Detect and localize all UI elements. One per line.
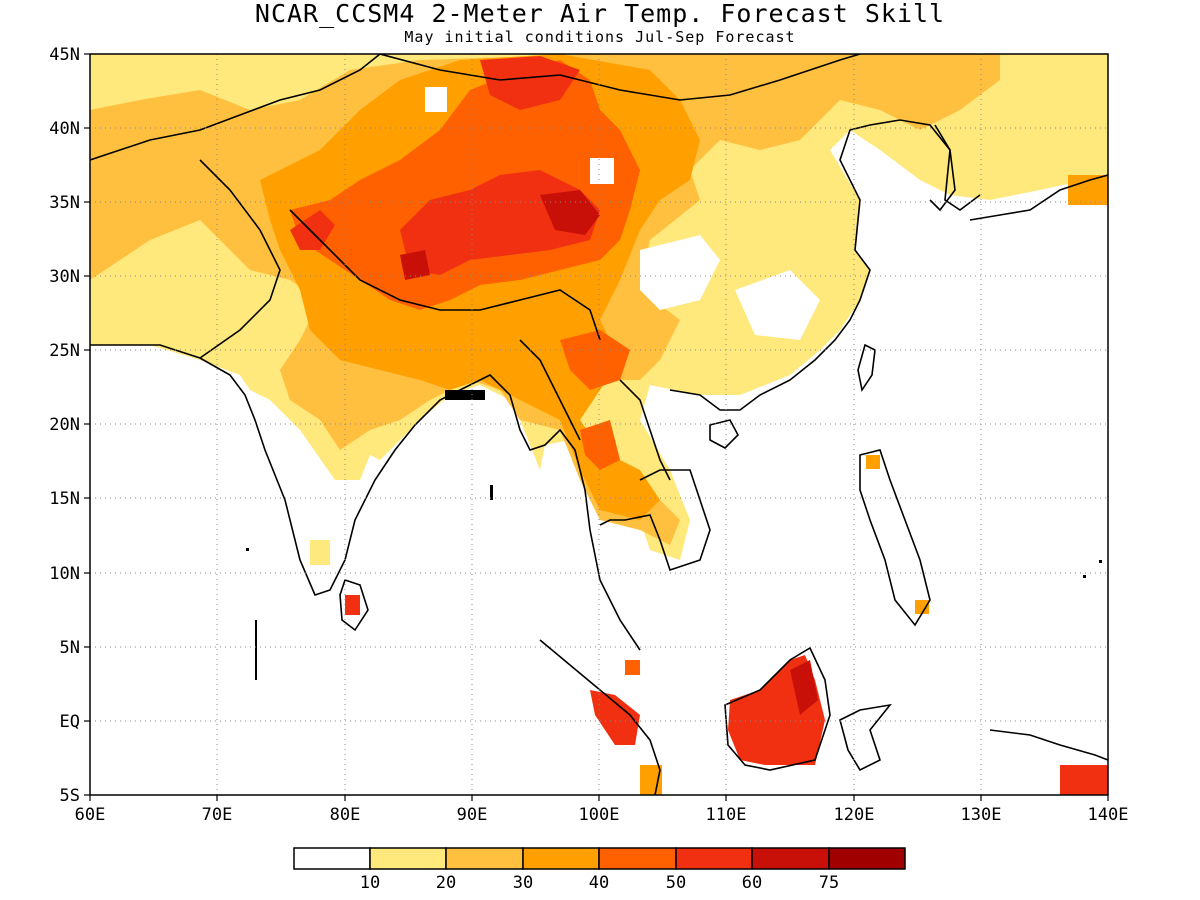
skill-region-50 (1060, 765, 1108, 795)
coastline-indochina (599, 469, 711, 572)
island-speck (246, 548, 249, 551)
coastlines (90, 54, 1108, 795)
coastline-korea (929, 124, 956, 212)
map-title: NCAR_CCSM4 2-Meter Air Temp. Forecast Sk… (254, 0, 946, 28)
x-tick-label: 110E (706, 805, 747, 825)
y-tick-label: 10N (49, 564, 80, 584)
skill-region-20 (310, 540, 330, 565)
skill-hole (425, 87, 447, 112)
y-tick-label: 25N (49, 341, 80, 361)
skill-region-60 (400, 250, 430, 280)
x-tick-label: 130E (961, 805, 1002, 825)
coastline-japan (969, 174, 1108, 221)
colorbar-swatch (675, 847, 753, 870)
y-tick-label: 5N (60, 638, 80, 658)
island-speck (490, 485, 493, 500)
skill-region-30 (1068, 175, 1108, 205)
y-tick-label: EQ (60, 712, 80, 732)
skill-region-40 (560, 330, 630, 390)
colorbar-swatch (522, 847, 600, 870)
colorbar-swatch (293, 847, 371, 870)
skill-region-60 (790, 660, 818, 715)
gridlines (90, 54, 1108, 795)
coastline-hainan (709, 419, 739, 449)
border-pakistan (199, 159, 281, 359)
colorbar-swatch (369, 847, 447, 870)
island-speck (1083, 575, 1086, 578)
y-tick-label: 40N (49, 119, 80, 139)
y-tick-label: 5S (60, 786, 80, 806)
coastline-vietnam-china (669, 119, 981, 411)
y-tick-label: 15N (49, 489, 80, 509)
x-tick-label: 90E (457, 805, 488, 825)
x-tick-label: 80E (330, 805, 361, 825)
x-tick-label: 140E (1088, 805, 1129, 825)
tick-marks (84, 53, 1109, 801)
colorbar-label: 60 (742, 873, 762, 893)
skill-region-30 (915, 600, 929, 614)
x-tick-label: 120E (834, 805, 875, 825)
skill-region-50 (290, 210, 335, 250)
colorbar-label: 20 (436, 873, 456, 893)
skill-hole (735, 270, 820, 340)
islands (246, 390, 1102, 680)
island-speck (1099, 560, 1102, 563)
border-myanmar (519, 339, 581, 441)
x-axis-labels: 60E 70E 80E 90E 100E 110E 120E 130E 140E (75, 805, 1129, 825)
border-himalaya (289, 209, 601, 341)
coastline-sulawesi (839, 703, 892, 772)
coastline-sumatra (539, 639, 661, 795)
skill-region-50 (480, 56, 580, 110)
x-tick-label: 60E (75, 805, 106, 825)
skill-hole (590, 158, 614, 184)
coastline-borneo (724, 646, 831, 771)
island-speck (445, 390, 485, 400)
coastline-taiwan (857, 343, 876, 393)
coastline-new-guinea (989, 729, 1108, 761)
y-tick-label: 30N (49, 267, 80, 287)
colorbar-swatch (445, 847, 524, 870)
colorbar-swatch (828, 847, 906, 870)
skill-region-40 (580, 420, 620, 470)
skill-region-30 (866, 455, 880, 469)
border-laos (619, 379, 671, 481)
colorbar-label: 10 (360, 873, 380, 893)
colorbar: 10 20 30 40 50 60 75 (293, 847, 906, 893)
colorbar-label: 40 (589, 873, 609, 893)
y-tick-label: 20N (49, 415, 80, 435)
colorbar-label: 50 (666, 873, 686, 893)
skill-region-50 (590, 690, 640, 745)
skill-region-60 (540, 190, 600, 235)
colorbar-label: 30 (513, 873, 533, 893)
skill-region-50 (345, 595, 360, 615)
map-subtitle: May initial conditions Jul-Sep Forecast (404, 28, 796, 46)
border-central-asia (90, 54, 381, 161)
border-mongolia (379, 54, 861, 101)
colorbar-swatch (598, 847, 677, 870)
x-tick-label: 70E (202, 805, 233, 825)
colorbar-swatch (751, 847, 830, 870)
coastline-philippines (859, 449, 931, 627)
y-axis-labels: 45N 40N 35N 30N 25N 20N 15N 10N 5N EQ 5S (49, 45, 80, 806)
x-tick-label: 100E (579, 805, 620, 825)
coastline-south-asia (90, 344, 641, 651)
coastline-sri-lanka (339, 578, 369, 632)
skill-region-40 (625, 660, 640, 675)
island-speck (255, 620, 257, 680)
skill-shading (90, 54, 1108, 795)
y-tick-label: 45N (49, 45, 80, 65)
skill-hole (640, 235, 720, 310)
colorbar-label: 75 (819, 873, 839, 893)
y-tick-label: 35N (49, 193, 80, 213)
